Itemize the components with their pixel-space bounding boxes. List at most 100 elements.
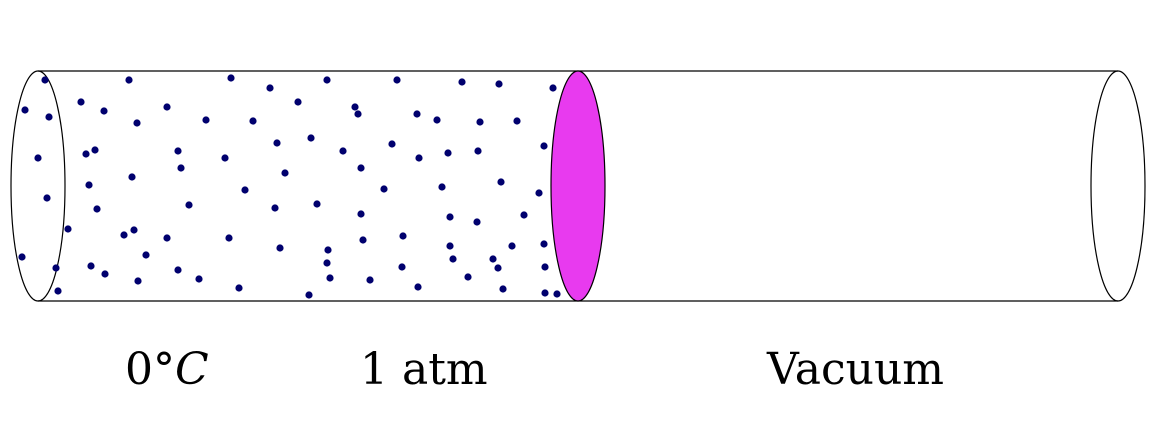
gas-molecule <box>541 289 549 297</box>
gas-molecule <box>101 270 109 278</box>
gas-molecules <box>18 74 561 299</box>
gas-molecule <box>474 147 482 155</box>
gas-molecule <box>540 142 548 150</box>
gas-molecule <box>446 213 454 221</box>
gas-molecule <box>438 183 446 191</box>
pressure-label: 1 atm <box>360 344 488 395</box>
gas-molecule <box>174 266 182 274</box>
gas-molecule <box>415 154 423 162</box>
gas-molecule <box>64 225 72 233</box>
gas-molecule <box>177 164 185 172</box>
cylinder-left-end <box>10 70 66 302</box>
gas-molecule <box>458 78 466 86</box>
gas-molecule <box>357 210 365 218</box>
gas-molecule <box>41 76 49 84</box>
gas-molecule <box>508 242 516 250</box>
gas-molecule <box>281 169 289 177</box>
gas-molecule <box>473 218 481 226</box>
cylinder-right-end <box>1090 70 1146 302</box>
gas-molecule <box>535 189 543 197</box>
gas-molecule <box>541 263 549 271</box>
gas-molecule <box>354 110 362 118</box>
gas-molecule <box>163 103 171 111</box>
gas-molecule <box>227 74 235 82</box>
gas-molecule <box>276 244 284 252</box>
gas-molecule <box>273 139 281 147</box>
gas-molecule <box>497 178 505 186</box>
vacuum-label: Vacuum <box>766 344 944 395</box>
gas-molecule <box>87 262 95 270</box>
gas-molecule <box>433 116 441 124</box>
gas-molecule <box>366 276 374 284</box>
gas-molecule <box>134 277 142 285</box>
gas-molecule <box>52 264 60 272</box>
gas-molecule <box>235 284 243 292</box>
gas-molecule <box>414 283 422 291</box>
gas-molecule <box>43 194 51 202</box>
gas-molecule <box>553 290 561 298</box>
gas-molecule <box>446 242 454 250</box>
gas-molecule <box>324 246 332 254</box>
gas-molecule <box>323 259 331 267</box>
temperature-label: 0°C <box>125 344 209 395</box>
gas-molecule <box>266 84 274 92</box>
gas-molecule <box>326 274 334 282</box>
gas-molecule <box>494 264 502 272</box>
gas-molecule <box>249 117 257 125</box>
gas-molecule <box>133 119 141 127</box>
gas-molecule <box>45 113 53 121</box>
gas-molecule <box>357 164 365 172</box>
gas-molecule <box>399 232 407 240</box>
gas-molecule <box>93 205 101 213</box>
gas-molecule <box>221 154 229 162</box>
gas-molecule <box>413 110 421 118</box>
gas-molecule <box>174 147 182 155</box>
gas-molecule <box>393 76 401 84</box>
gas-molecule <box>128 173 136 181</box>
gas-molecule <box>85 181 93 189</box>
gas-molecule <box>91 146 99 154</box>
gas-molecule <box>225 234 233 242</box>
gas-molecule <box>476 118 484 126</box>
gas-molecule <box>540 240 548 248</box>
gas-molecule <box>21 106 29 114</box>
gas-molecule <box>388 140 396 148</box>
gas-molecule <box>398 263 406 271</box>
gas-molecule <box>100 107 108 115</box>
gas-molecule <box>359 236 367 244</box>
gas-molecule <box>499 285 507 293</box>
piston <box>550 70 606 302</box>
gas-molecule <box>449 255 457 263</box>
gas-molecule <box>307 134 315 142</box>
gas-molecule <box>82 150 90 158</box>
gas-molecule <box>313 200 321 208</box>
temperature-degree: ° <box>153 344 175 395</box>
gas-molecule <box>294 98 302 106</box>
gas-molecule <box>271 204 279 212</box>
gas-molecule <box>18 253 26 261</box>
gas-molecule <box>513 117 521 125</box>
gas-molecule <box>323 76 331 84</box>
gas-molecule <box>241 186 249 194</box>
gas-molecule <box>142 251 150 259</box>
gas-molecule <box>202 116 210 124</box>
temperature-unit: C <box>175 344 209 395</box>
gas-molecule <box>130 226 138 234</box>
gas-molecule <box>549 84 557 92</box>
gas-molecule <box>163 234 171 242</box>
gas-molecule <box>464 273 472 281</box>
gas-molecule <box>520 211 528 219</box>
gas-molecule <box>54 287 62 295</box>
gas-molecule <box>339 147 347 155</box>
gas-molecule <box>444 149 452 157</box>
gas-molecule <box>380 185 388 193</box>
gas-molecule <box>125 76 133 84</box>
gas-molecule <box>34 154 42 162</box>
temperature-number: 0 <box>125 344 153 395</box>
gas-molecule <box>305 291 313 299</box>
gas-molecule <box>120 231 128 239</box>
gas-molecule <box>185 201 193 209</box>
gas-molecule <box>495 80 503 88</box>
